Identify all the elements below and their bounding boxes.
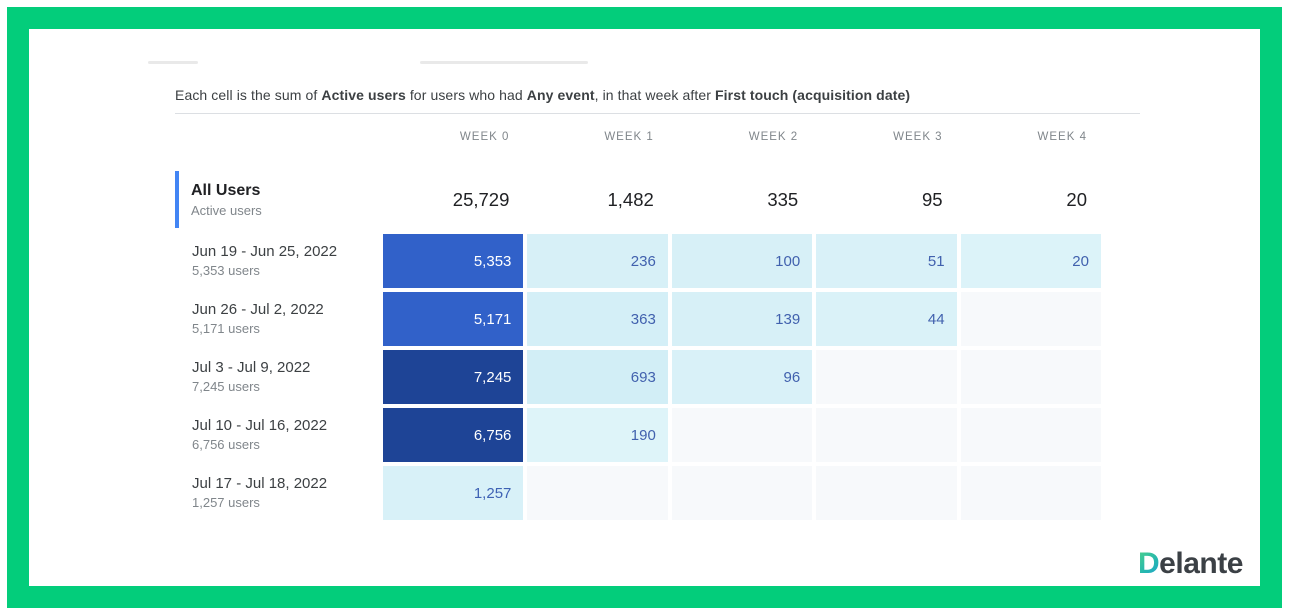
cohort-cell: 5,171 [383, 292, 524, 346]
all-users-values: 25,729 1,482 335 95 20 [383, 171, 1101, 228]
all-users-row: All Users Active users 25,729 1,482 335 95 2… [175, 171, 1101, 228]
cohort-row-cells: 5,171 363 139 44 [383, 292, 1101, 346]
week-header: WEEK 2 [748, 131, 799, 143]
cohort-row-label-block: Jul 10 - Jul 16, 2022 6,756 users [175, 408, 383, 462]
cropped-ui-artifact-center [420, 61, 588, 64]
all-users-value: 1,482 [607, 188, 654, 210]
week-header-row: WEEK 0 WEEK 1 WEEK 2 WEEK 3 WEEK 4 [383, 131, 1101, 143]
cohort-row-label-block: Jun 19 - Jun 25, 2022 5,353 users [175, 234, 383, 288]
cohort-cell: 5,353 [383, 234, 524, 288]
cohort-row-label-block: Jul 3 - Jul 9, 2022 7,245 users [175, 350, 383, 404]
table-description: Each cell is the sum of Active users for… [175, 87, 910, 103]
description-text: for users who had [405, 87, 527, 103]
week-header: WEEK 1 [604, 131, 654, 143]
cohort-cell: 236 [527, 234, 668, 288]
description-bold-term: Active users [321, 87, 406, 103]
cohort-cell: 20 [960, 234, 1101, 288]
cohort-row-sublabel: 5,171 users [192, 321, 260, 337]
cohort-cell: 44 [816, 292, 957, 346]
all-users-subtitle: Active users [191, 202, 262, 218]
cohort-cell [816, 408, 957, 462]
cohort-row-cells: 6,756 190 [383, 408, 1101, 462]
description-text: Each cell is the sum of [175, 87, 322, 103]
cohort-cell [960, 350, 1101, 404]
cohort-cell: 96 [671, 350, 813, 404]
description-bold-term: First touch (acquisition date) [715, 87, 911, 103]
cohort-row-label-block: Jul 17 - Jul 18, 2022 1,257 users [175, 466, 383, 520]
cohort-row-label-block: Jun 26 - Jul 2, 2022 5,171 users [175, 292, 383, 346]
cohort-cell [960, 292, 1101, 346]
cohort-row-label: Jul 10 - Jul 16, 2022 [192, 417, 328, 435]
cohort-cell [671, 466, 813, 520]
cohort-row-sublabel: 1,257 users [192, 495, 260, 511]
all-users-label-block: All Users Active users [191, 171, 383, 228]
cohort-cell [816, 350, 957, 404]
cohort-cell: 7,245 [383, 350, 524, 404]
cohort-cell: 100 [671, 234, 813, 288]
cohort-rows: Jun 19 - Jun 25, 2022 5,353 users 5,353 236… [175, 234, 1101, 520]
cohort-row-label: Jun 19 - Jun 25, 2022 [192, 243, 338, 261]
cohort-row-cells: 1,257 [383, 466, 1101, 520]
cohort-cell [816, 466, 957, 520]
cohort-cell [671, 408, 813, 462]
cohort-cell: 6,756 [383, 408, 524, 462]
all-users-accent-bar [175, 171, 179, 228]
cohort-cell: 1,257 [383, 466, 524, 520]
week-header: WEEK 4 [1037, 131, 1087, 143]
cohort-row: Jun 19 - Jun 25, 2022 5,353 users 5,353 236… [175, 234, 1101, 288]
cohort-row: Jul 3 - Jul 9, 2022 7,245 users 7,245 693 96 [175, 350, 1101, 404]
description-text: , in that week after [594, 87, 715, 103]
cohort-row: Jun 26 - Jul 2, 2022 5,171 users 5,171 363 1… [175, 292, 1101, 346]
cohort-row-label: Jul 3 - Jul 9, 2022 [192, 359, 311, 377]
cohort-row-cells: 7,245 693 96 [383, 350, 1101, 404]
cohort-row: Jul 17 - Jul 18, 2022 1,257 users 1,257 [175, 466, 1101, 520]
all-users-value: 95 [922, 188, 943, 210]
cohort-cell [960, 408, 1101, 462]
cohort-cell [527, 466, 668, 520]
cohort-row-sublabel: 6,756 users [192, 437, 260, 453]
all-users-value: 25,729 [452, 188, 510, 210]
delante-logo: Delante [1138, 547, 1243, 581]
week-header: WEEK 0 [459, 131, 510, 143]
cohort-row: Jul 10 - Jul 16, 2022 6,756 users 6,756 190 [175, 408, 1101, 462]
description-bold-term: Any event [526, 87, 595, 103]
header-divider [175, 113, 1140, 114]
cohort-row-sublabel: 5,353 users [192, 263, 260, 279]
all-users-value: 20 [1066, 188, 1087, 210]
week-header: WEEK 3 [893, 131, 943, 143]
cohort-row-sublabel: 7,245 users [192, 379, 260, 395]
cohort-row-label: Jul 17 - Jul 18, 2022 [192, 475, 328, 493]
cropped-ui-artifact-left [148, 61, 198, 64]
cohort-cell [960, 466, 1101, 520]
delante-logo-text: elante [1159, 547, 1243, 580]
cohort-cell: 190 [527, 408, 668, 462]
cohort-cell: 363 [527, 292, 668, 346]
cohort-cell: 51 [816, 234, 957, 288]
cohort-row-cells: 5,353 236 100 51 20 [383, 234, 1101, 288]
cohort-cell: 139 [671, 292, 813, 346]
all-users-value: 335 [767, 188, 799, 210]
all-users-title: All Users [191, 181, 261, 199]
cohort-cell: 693 [527, 350, 668, 404]
cohort-row-label: Jun 26 - Jul 2, 2022 [192, 301, 324, 319]
delante-logo-d: D [1138, 547, 1160, 580]
